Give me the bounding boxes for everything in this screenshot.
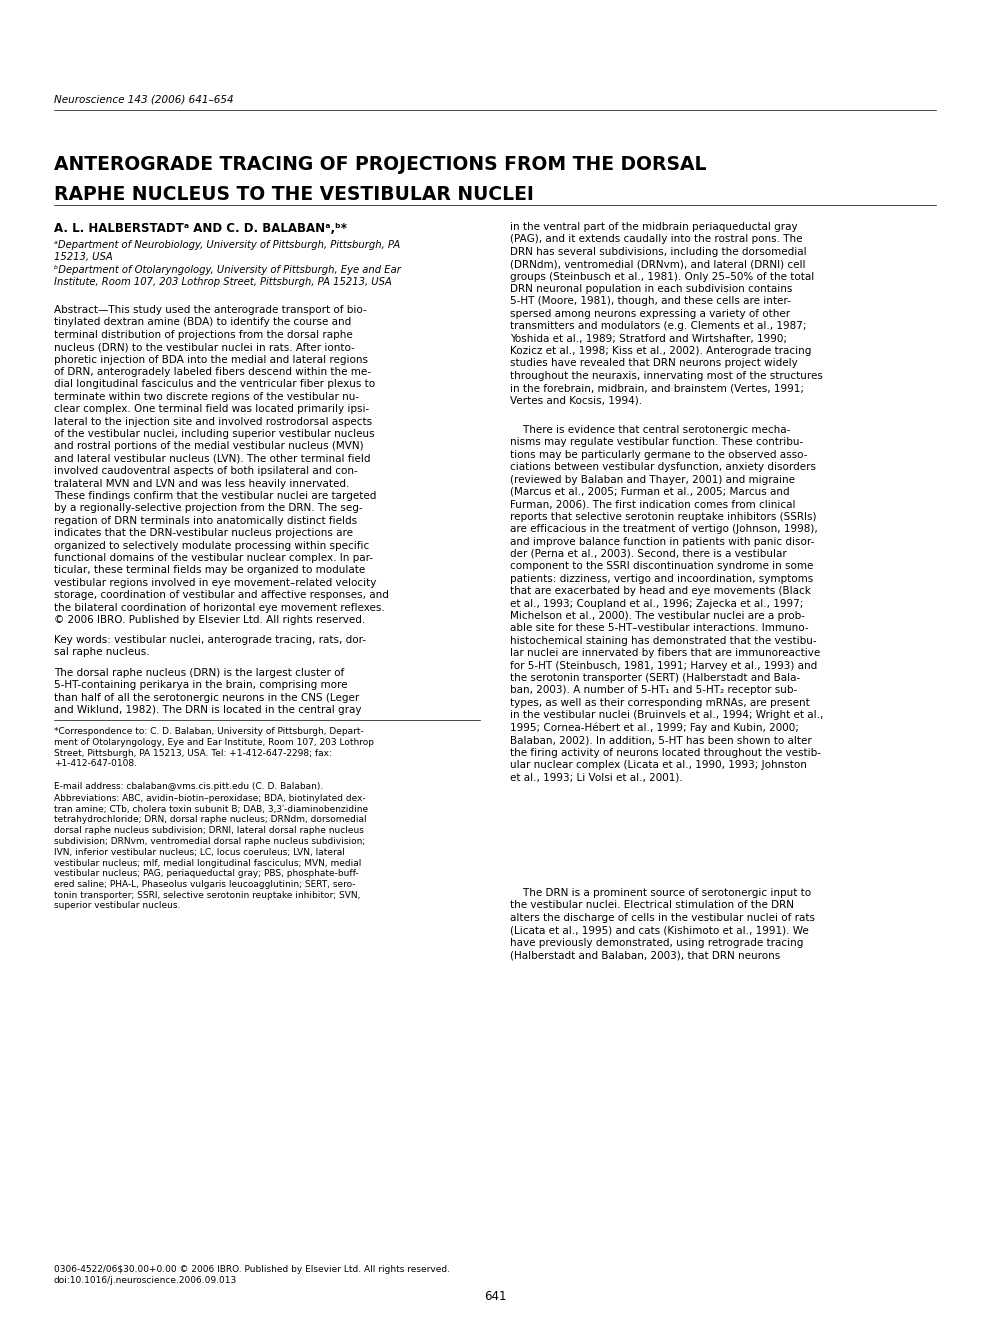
Text: Neuroscience 143 (2006) 641–654: Neuroscience 143 (2006) 641–654 (54, 95, 234, 106)
Text: 641: 641 (484, 1290, 506, 1303)
Text: 0306-4522/06$30.00+0.00 © 2006 IBRO. Published by Elsevier Ltd. All rights reser: 0306-4522/06$30.00+0.00 © 2006 IBRO. Pub… (54, 1265, 450, 1274)
Text: ANTEROGRADE TRACING OF PROJECTIONS FROM THE DORSAL: ANTEROGRADE TRACING OF PROJECTIONS FROM … (54, 154, 707, 174)
Text: E-mail address: cbalaban@vms.cis.pitt.edu (C. D. Balaban).: E-mail address: cbalaban@vms.cis.pitt.ed… (54, 781, 324, 791)
Text: in the ventral part of the midbrain periaqueductal gray
(PAG), and it extends ca: in the ventral part of the midbrain peri… (510, 222, 823, 405)
Text: There is evidence that central serotonergic mecha-
nisms may regulate vestibular: There is evidence that central serotoner… (510, 425, 824, 783)
Text: Key words: vestibular nuclei, anterograde tracing, rats, dor-
sal raphe nucleus.: Key words: vestibular nuclei, anterograd… (54, 635, 366, 657)
Text: A. L. HALBERSTADTᵃ AND C. D. BALABANᵃ,ᵇ*: A. L. HALBERSTADTᵃ AND C. D. BALABANᵃ,ᵇ* (54, 222, 347, 235)
Text: doi:10.1016/j.neuroscience.2006.09.013: doi:10.1016/j.neuroscience.2006.09.013 (54, 1276, 238, 1284)
Text: Abstract—This study used the anterograde transport of bio-
tinylated dextran ami: Abstract—This study used the anterograde… (54, 305, 389, 624)
Text: RAPHE NUCLEUS TO THE VESTIBULAR NUCLEI: RAPHE NUCLEUS TO THE VESTIBULAR NUCLEI (54, 185, 534, 205)
Text: The DRN is a prominent source of serotonergic input to
the vestibular nuclei. El: The DRN is a prominent source of seroton… (510, 888, 815, 960)
Text: ᵇDepartment of Otolaryngology, University of Pittsburgh, Eye and Ear
Institute, : ᵇDepartment of Otolaryngology, Universit… (54, 265, 401, 286)
Text: Abbreviations: ABC, avidin–biotin–peroxidase; BDA, biotinylated dex-
tran amine;: Abbreviations: ABC, avidin–biotin–peroxi… (54, 795, 368, 911)
Text: ᵃDepartment of Neurobiology, University of Pittsburgh, Pittsburgh, PA
15213, USA: ᵃDepartment of Neurobiology, University … (54, 240, 400, 261)
Text: *Correspondence to: C. D. Balaban, University of Pittsburgh, Depart-
ment of Oto: *Correspondence to: C. D. Balaban, Unive… (54, 727, 374, 768)
Text: The dorsal raphe nucleus (DRN) is the largest cluster of
5-HT-containing perikar: The dorsal raphe nucleus (DRN) is the la… (54, 668, 361, 715)
